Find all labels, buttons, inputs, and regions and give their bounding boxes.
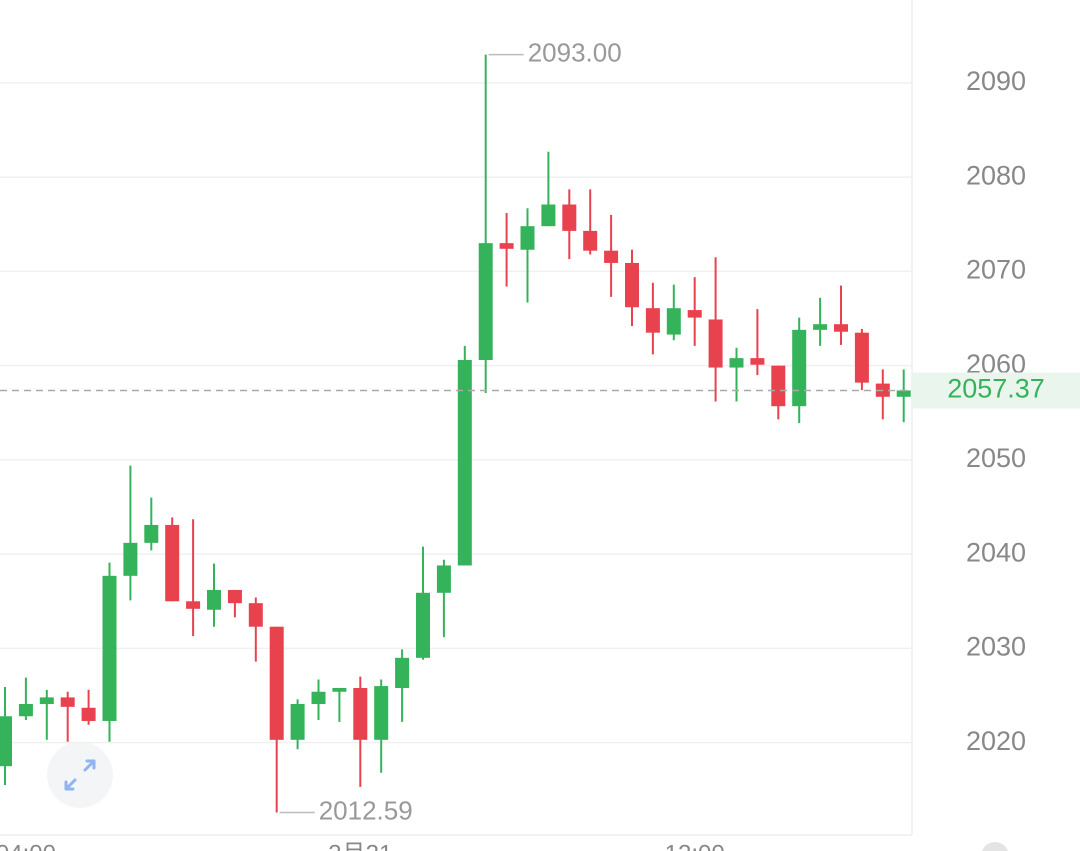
- candle-body: [353, 687, 368, 740]
- candle-body: [0, 716, 12, 767]
- candle-body: [395, 657, 410, 688]
- candle-body: [645, 308, 660, 333]
- y-tick-label: 2080: [966, 160, 1026, 190]
- candle-body: [834, 324, 848, 332]
- expand-button[interactable]: [47, 742, 113, 808]
- candle-body: [813, 324, 828, 330]
- y-tick-label: 2030: [966, 632, 1026, 662]
- candle-body: [478, 243, 493, 361]
- candle-body: [562, 204, 577, 231]
- annotation-label: 2012.59: [319, 795, 413, 825]
- candle-body: [81, 707, 96, 721]
- candle-body: [269, 626, 284, 740]
- candle-body: [792, 329, 807, 407]
- candle-body: [165, 524, 180, 602]
- candle-body: [708, 319, 723, 368]
- candle-body: [186, 601, 201, 609]
- candle-body: [583, 230, 598, 251]
- y-tick-label: 2020: [966, 726, 1026, 756]
- candle-body: [499, 243, 514, 249]
- candle-body: [666, 308, 681, 335]
- annotation-label: 2093.00: [528, 38, 622, 68]
- y-tick-label: 2040: [966, 537, 1026, 567]
- candle-body: [144, 524, 159, 543]
- candle-body: [39, 697, 54, 705]
- corner-button[interactable]: [981, 842, 1009, 851]
- candle-body: [290, 704, 305, 740]
- candle-body: [625, 262, 639, 308]
- expand-icon[interactable]: [64, 759, 96, 791]
- y-tick-label: 2050: [966, 443, 1026, 473]
- candle-body: [207, 589, 221, 610]
- candle-body: [311, 691, 326, 705]
- last-price-badge: [912, 372, 1080, 409]
- grid: [0, 82, 912, 744]
- candle-body: [374, 686, 389, 740]
- candle-body: [248, 603, 263, 627]
- candle-body: [896, 390, 911, 397]
- candle-body: [854, 332, 869, 383]
- candle-body: [541, 204, 556, 227]
- candle-body: [102, 575, 117, 721]
- y-tick-label: 2090: [966, 66, 1026, 96]
- y-tick-label: 2070: [966, 255, 1026, 285]
- candle-body: [123, 542, 138, 576]
- candle-body: [457, 360, 472, 566]
- candle-body: [227, 589, 242, 604]
- candle-body: [332, 687, 347, 692]
- candle-body: [729, 358, 744, 368]
- last-price-label: 2057.37: [947, 374, 1045, 404]
- candle-body: [604, 250, 619, 263]
- x-tick-label: 04:00: [0, 840, 56, 851]
- candle-body: [416, 592, 430, 658]
- candle-body: [520, 226, 535, 250]
- candle-body: [18, 704, 33, 717]
- x-tick-label: 12:00: [665, 840, 725, 851]
- candle-body: [60, 697, 75, 707]
- expand-button-bg[interactable]: [47, 742, 113, 808]
- x-tick-label: 3月21: [328, 840, 392, 851]
- candle-body: [687, 310, 702, 318]
- candle-body: [750, 358, 765, 365]
- candle-body: [771, 365, 786, 407]
- candle-body: [436, 565, 451, 593]
